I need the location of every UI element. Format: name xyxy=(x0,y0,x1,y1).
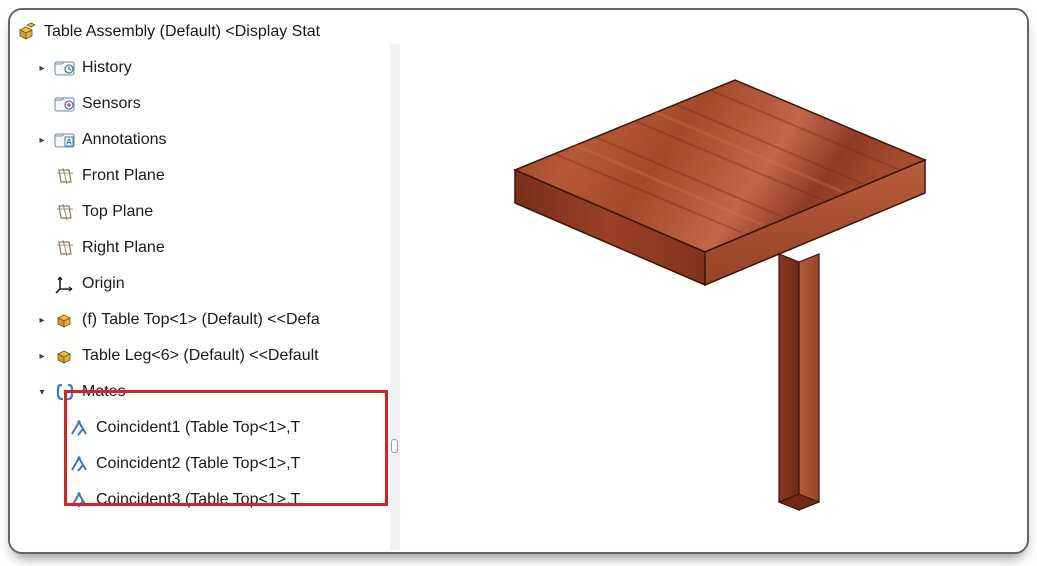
table-3d-model xyxy=(455,70,975,540)
assembly-icon xyxy=(16,21,38,43)
tree-item-label: (f) Table Top<1> (Default) <<Defa xyxy=(82,311,320,329)
tree-item-label: Coincident2 (Table Top<1>,T xyxy=(96,455,300,473)
folder-sensors-icon xyxy=(54,93,76,115)
tree-item-top-plane[interactable]: Top Plane xyxy=(10,194,400,230)
mates-icon xyxy=(54,381,76,403)
collapse-icon[interactable]: ▾ xyxy=(36,386,48,398)
expand-icon[interactable]: ▸ xyxy=(36,134,48,146)
tree-item-label: Right Plane xyxy=(82,239,165,257)
folder-annotations-icon: A xyxy=(54,129,76,151)
tree-item-history[interactable]: ▸ History xyxy=(10,50,400,86)
spacer xyxy=(36,242,48,254)
tree-item-annotations[interactable]: ▸ A Annotations xyxy=(10,122,400,158)
svg-text:A: A xyxy=(66,138,72,147)
tree-root-assembly[interactable]: Table Assembly (Default) <Display Stat xyxy=(10,14,400,50)
app-frame: Table Assembly (Default) <Display Stat ▸… xyxy=(8,8,1029,554)
tree-item-coincident1[interactable]: Coincident1 (Table Top<1>,T xyxy=(10,410,400,446)
plane-icon xyxy=(54,201,76,223)
tree-item-coincident2[interactable]: Coincident2 (Table Top<1>,T xyxy=(10,446,400,482)
tree-item-label: History xyxy=(82,59,132,77)
tree-item-label: Table Leg<6> (Default) <<Default xyxy=(82,347,319,365)
feature-tree-panel: Table Assembly (Default) <Display Stat ▸… xyxy=(10,10,400,552)
mate-coincident-icon xyxy=(68,453,90,475)
tree-item-table-top[interactable]: ▸ (f) Table Top<1> (Default) <<Defa xyxy=(10,302,400,338)
spacer xyxy=(36,206,48,218)
tree-item-label: Annotations xyxy=(82,131,167,149)
spacer xyxy=(36,98,48,110)
expand-icon[interactable]: ▸ xyxy=(36,314,48,326)
scrollbar-thumb[interactable] xyxy=(391,439,398,453)
tree-item-label: Front Plane xyxy=(82,167,165,185)
graphics-viewport[interactable] xyxy=(400,10,1027,552)
tree-item-label: Sensors xyxy=(82,95,141,113)
plane-icon xyxy=(54,237,76,259)
tree-item-sensors[interactable]: Sensors xyxy=(10,86,400,122)
part-icon xyxy=(54,345,76,367)
tree-item-origin[interactable]: Origin xyxy=(10,266,400,302)
tree-item-label: Coincident1 (Table Top<1>,T xyxy=(96,419,300,437)
tree-item-label: Coincident3 (Table Top<1>,T xyxy=(96,491,300,509)
tree-item-coincident3[interactable]: Coincident3 (Table Top<1>,T xyxy=(10,482,400,518)
tree-item-label: Top Plane xyxy=(82,203,153,221)
tree-item-right-plane[interactable]: Right Plane xyxy=(10,230,400,266)
tree-item-label: Mates xyxy=(82,383,126,401)
tree-item-label: Origin xyxy=(82,275,125,293)
spacer xyxy=(36,170,48,182)
mate-coincident-icon xyxy=(68,489,90,511)
tree-item-table-leg[interactable]: ▸ Table Leg<6> (Default) <<Default xyxy=(10,338,400,374)
scrollbar-rail[interactable] xyxy=(390,44,400,550)
part-icon xyxy=(54,309,76,331)
tree-item-mates[interactable]: ▾ Mates xyxy=(10,374,400,410)
expand-icon[interactable]: ▸ xyxy=(36,350,48,362)
mate-coincident-icon xyxy=(68,417,90,439)
origin-icon xyxy=(54,273,76,295)
spacer xyxy=(36,278,48,290)
plane-icon xyxy=(54,165,76,187)
tree-root-label: Table Assembly (Default) <Display Stat xyxy=(44,23,320,41)
tree-item-front-plane[interactable]: Front Plane xyxy=(10,158,400,194)
expand-icon[interactable]: ▸ xyxy=(36,62,48,74)
folder-history-icon xyxy=(54,57,76,79)
